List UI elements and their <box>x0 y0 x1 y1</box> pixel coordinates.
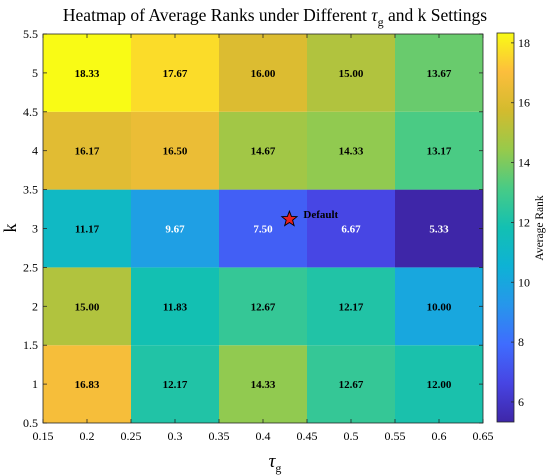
heatmap-cell <box>131 189 219 268</box>
x-tick-label: 0.3 <box>168 429 183 443</box>
heatmap-cell <box>395 345 483 423</box>
cell-value-label: 5.33 <box>429 224 449 236</box>
heatmap-cell <box>395 189 483 268</box>
cell-value-label: 14.33 <box>339 146 364 158</box>
x-tick-label: 0.5 <box>344 429 359 443</box>
default-marker-label: Default <box>303 209 338 221</box>
heatmap-cell <box>43 34 131 112</box>
cell-value-label: 16.00 <box>251 68 276 80</box>
heatmap-cell <box>43 345 131 423</box>
y-tick-label: 3.5 <box>23 183 38 197</box>
y-tick-label: 4 <box>32 144 38 158</box>
heatmap-cells <box>43 34 483 423</box>
cell-value-label: 16.50 <box>163 146 188 158</box>
y-tick-label: 3 <box>32 222 38 236</box>
heatmap-cell <box>131 111 219 190</box>
cell-value-label: 15.00 <box>75 301 100 313</box>
colorbar-tick-label: 12 <box>518 215 530 229</box>
heatmap-cell <box>395 34 483 112</box>
x-tick-label: 0.55 <box>385 429 406 443</box>
x-tick-label: 0.6 <box>432 429 447 443</box>
cell-value-label: 10.00 <box>427 301 452 313</box>
x-tick-label: 0.2 <box>80 429 95 443</box>
y-axis-label: k <box>0 224 20 233</box>
heatmap-cell <box>307 345 395 423</box>
cell-value-label: 15.00 <box>339 68 364 80</box>
heatmap-cell <box>307 189 395 268</box>
cell-value-label: 13.17 <box>427 146 452 158</box>
x-tick-label: 0.25 <box>121 429 142 443</box>
x-tick-label: 0.65 <box>473 429 494 443</box>
heatmap-cell <box>219 345 307 423</box>
heatmap-cell <box>219 189 307 268</box>
colorbar-tick-label: 8 <box>518 335 524 349</box>
cell-value-label: 12.17 <box>339 301 364 313</box>
heatmap-cell <box>43 189 131 268</box>
colorbar-tick-label: 10 <box>518 275 530 289</box>
heatmap-cell <box>131 267 219 346</box>
heatmap-cell <box>131 345 219 423</box>
cell-value-label: 16.83 <box>75 379 100 391</box>
heatmap-cell <box>307 111 395 190</box>
y-tick-label: 1 <box>32 377 38 391</box>
x-axis: 0.15 0.2 0.25 0.3 0.35 0.4 0.45 0.5 0.55 0.6 0.65 <box>33 34 494 443</box>
y-tick-label: 2.5 <box>23 260 38 274</box>
x-tick-label: 0.35 <box>209 429 230 443</box>
cell-value-label: 16.17 <box>75 146 100 158</box>
star-icon <box>280 209 299 227</box>
y-tick-label: 4.5 <box>23 105 38 119</box>
colorbar-tick-label: 18 <box>518 36 530 50</box>
heatmap-cell <box>219 111 307 190</box>
y-tick-label: 2 <box>32 299 38 313</box>
heatmap-cell <box>307 267 395 346</box>
cell-value-label: 9.67 <box>165 224 185 236</box>
heatmap-cell <box>43 267 131 346</box>
y-tick-label: 0.5 <box>23 416 38 430</box>
cell-value-label: 14.33 <box>251 379 276 391</box>
colorbar-ticks: 6 8 10 12 14 16 18 <box>511 36 530 409</box>
colorbar-tick-label: 14 <box>518 156 530 170</box>
colorbar-label: Average Rank <box>534 195 546 260</box>
colorbar-tick-label: 16 <box>518 96 530 110</box>
cell-value-label: 12.00 <box>427 379 452 391</box>
heatmap-cell <box>395 111 483 190</box>
cell-value-label: 14.67 <box>251 146 276 158</box>
heatmap-cell-labels: 16.83 12.17 14.33 12.67 12.00 15.00 11.83 12.67… <box>75 68 452 391</box>
x-axis-label: τg <box>269 451 282 475</box>
x-tick-label: 0.4 <box>256 429 271 443</box>
cell-value-label: 18.33 <box>75 68 100 80</box>
cell-value-label: 12.67 <box>339 379 364 391</box>
heatmap-cell <box>219 34 307 112</box>
colorbar <box>496 32 515 423</box>
cell-value-label: 12.17 <box>163 379 188 391</box>
cell-value-label: 6.67 <box>341 224 361 236</box>
y-tick-label: 5.5 <box>23 27 38 41</box>
chart-title: Heatmap of Average Ranks under Different… <box>63 5 487 29</box>
heatmap-cell <box>131 34 219 112</box>
colorbar-tick-label: 6 <box>518 395 524 409</box>
heatmap-cell <box>307 34 395 112</box>
cell-value-label: 11.83 <box>163 301 188 313</box>
cell-value-label: 7.50 <box>253 224 273 236</box>
cell-value-label: 11.17 <box>75 224 100 236</box>
cell-value-label: 12.67 <box>251 301 276 313</box>
heatmap-cell <box>395 267 483 346</box>
cell-value-label: 17.67 <box>163 68 188 80</box>
y-tick-label: 5 <box>32 66 38 80</box>
cell-value-label: 13.67 <box>427 68 452 80</box>
default-marker: Default <box>280 209 339 227</box>
heatmap-cell <box>219 267 307 346</box>
y-axis: 0.5 1 1.5 2 2.5 3 3.5 4 4.5 5 5.5 <box>23 27 483 430</box>
x-tick-label: 0.15 <box>33 429 54 443</box>
y-tick-label: 1.5 <box>23 338 38 352</box>
x-tick-label: 0.45 <box>297 429 318 443</box>
heatmap-cell <box>43 111 131 190</box>
